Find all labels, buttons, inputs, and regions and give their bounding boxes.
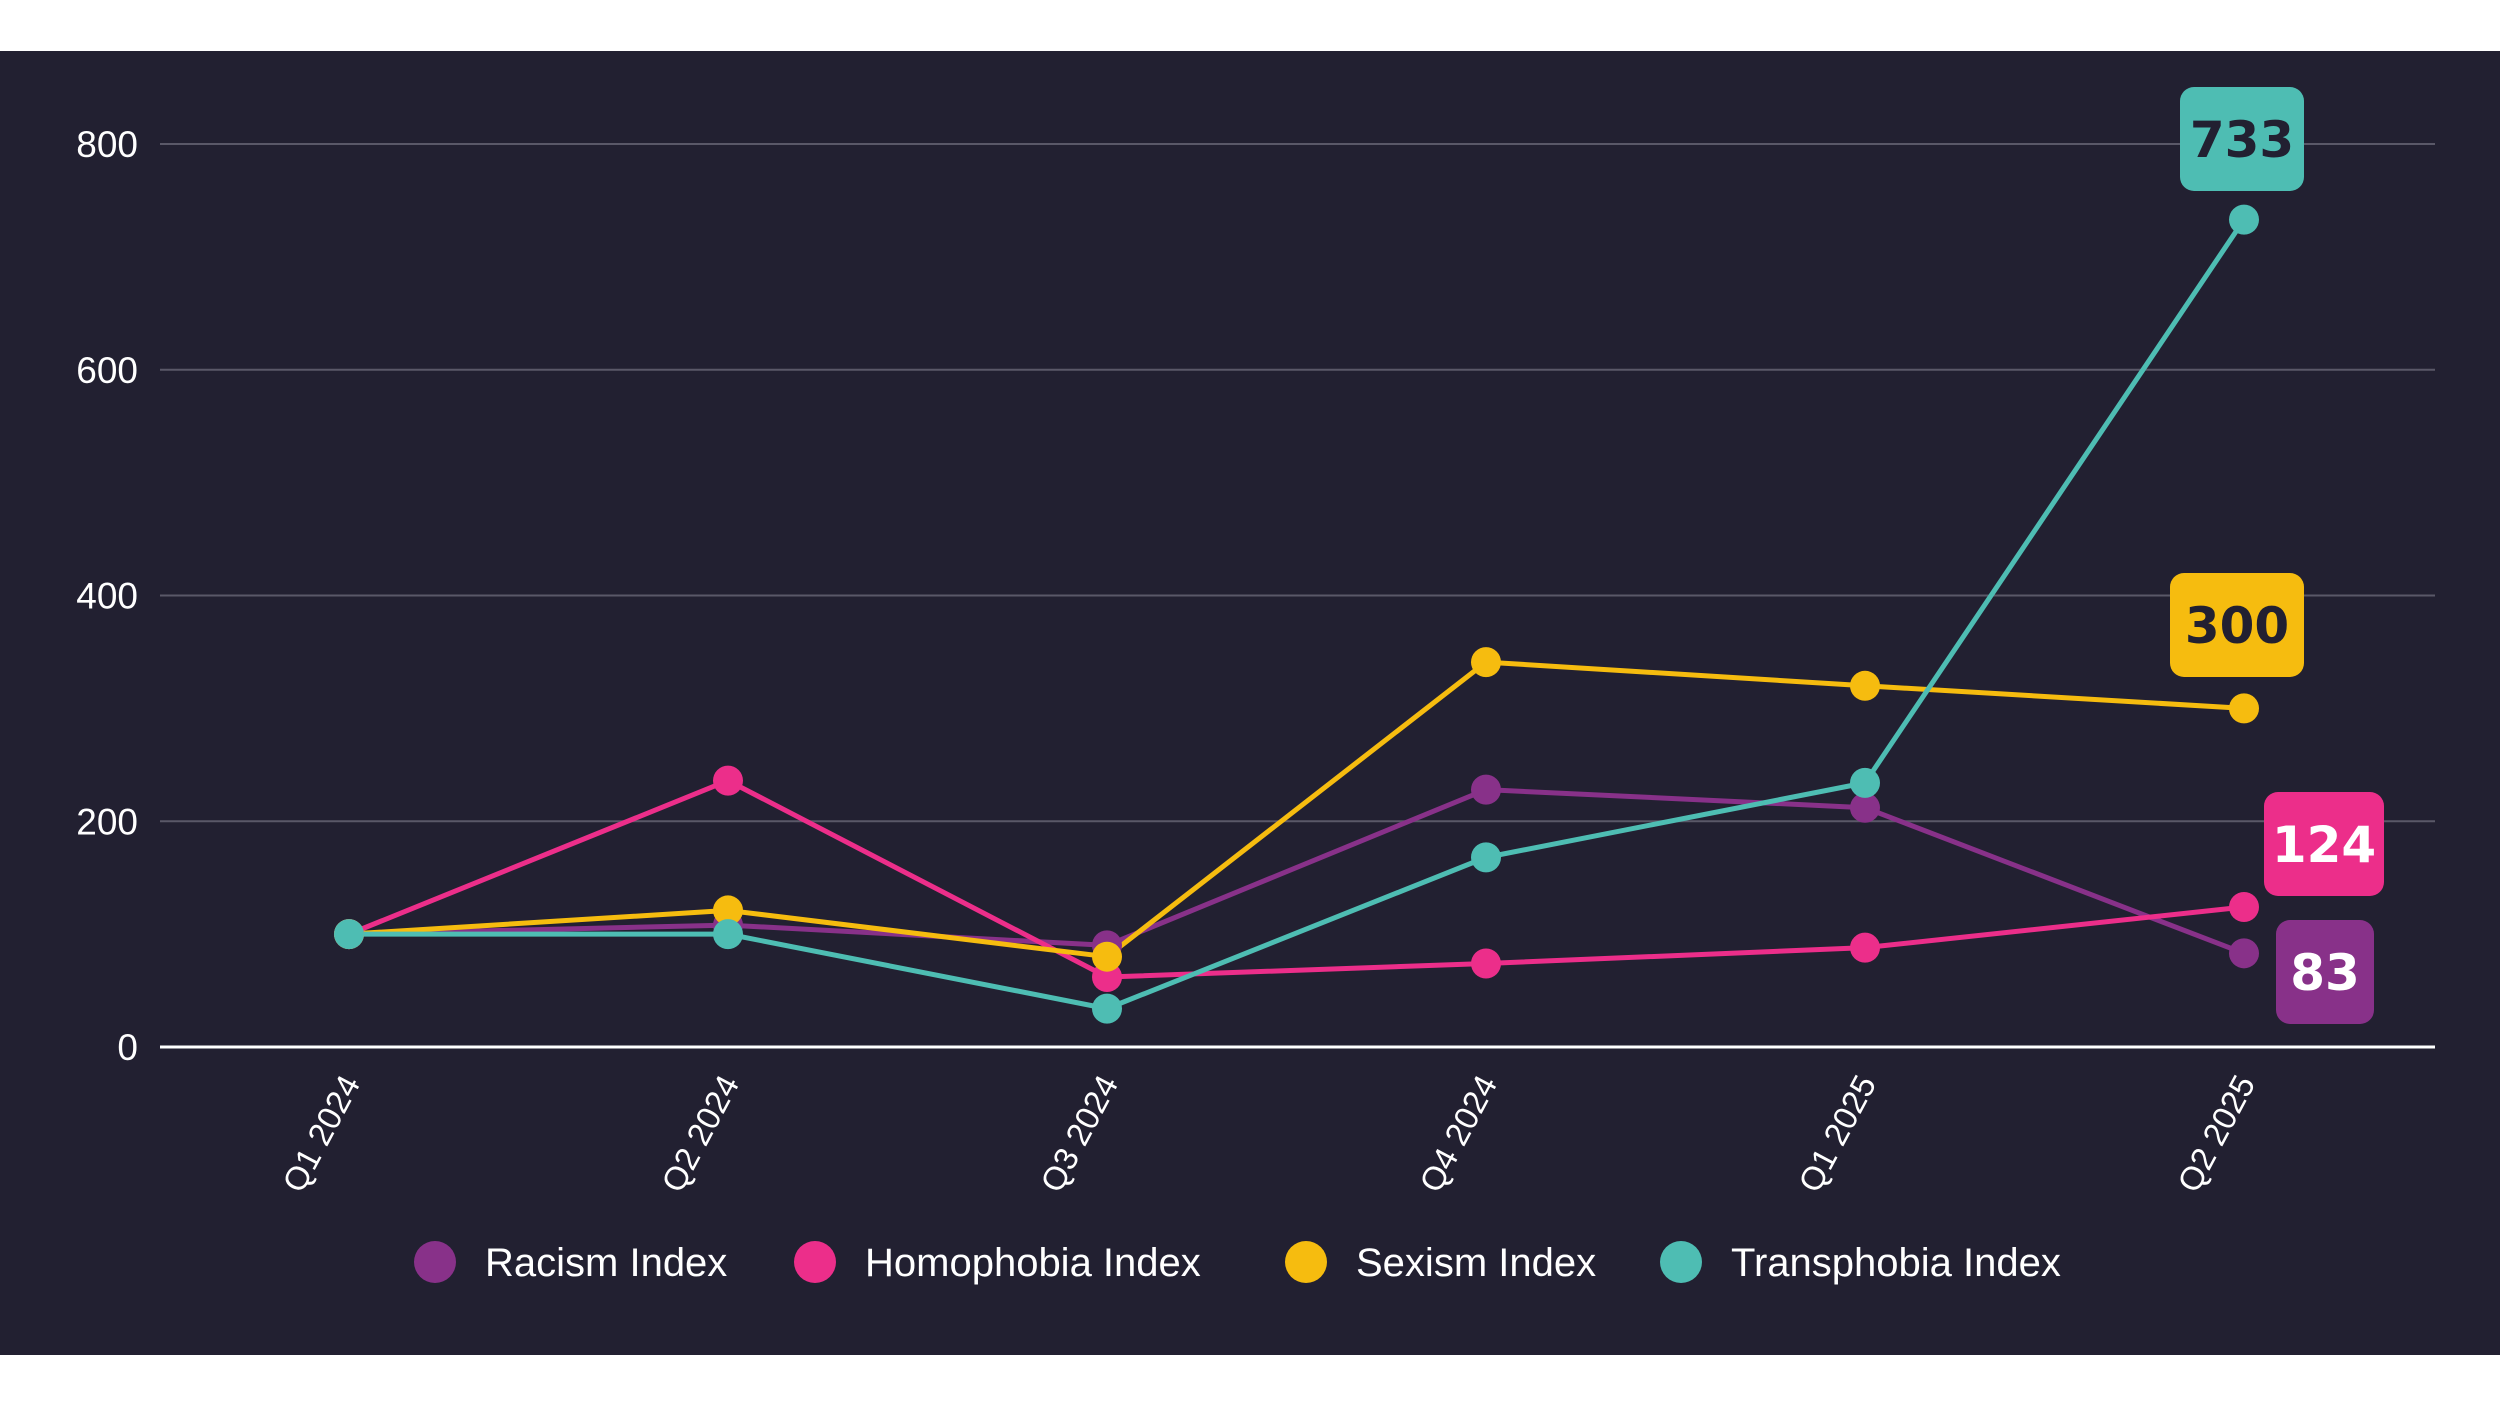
point-sexism-index: [1471, 647, 1501, 678]
series-line-homophobia-index: [346, 778, 2247, 980]
y-tick-label: 800: [76, 124, 138, 165]
point-sexism-index: [1092, 941, 1122, 972]
end-label-value-racism-index: 83: [2290, 944, 2360, 1002]
legend-label-sexism-index: Sexism Index: [1356, 1241, 1596, 1285]
end-label-badge-racism-index: [2276, 920, 2374, 1024]
y-tick-label: 200: [76, 801, 138, 842]
series-line-transphobia-index: [346, 217, 2247, 1012]
point-transphobia-index: [334, 919, 364, 950]
x-tick-label: Q1 2024: [275, 1069, 367, 1198]
y-axis-ticks: 0 200 400 600 800: [76, 124, 138, 1068]
point-racism-index: [1850, 792, 1880, 823]
y-tick-label: 400: [76, 576, 138, 617]
point-sexism-index: [1850, 670, 1880, 701]
legend-swatch-homophobia-index: [794, 1241, 836, 1283]
end-value-labels: 83 124 300 733: [2170, 87, 2384, 1024]
end-label-badge-transphobia-index: [2180, 87, 2304, 191]
point-transphobia-index: [1471, 842, 1501, 873]
series-line-racism-index: [346, 787, 2247, 956]
end-label-badge-sexism-index: [2170, 573, 2304, 677]
chart-panel: [0, 51, 2500, 1355]
x-tick-label: Q2 2024: [654, 1069, 746, 1198]
legend-swatch-racism-index: [414, 1241, 456, 1283]
legend-swatch-sexism-index: [1285, 1241, 1327, 1283]
grid-lines: [160, 143, 2435, 1049]
point-racism-index: [2229, 938, 2259, 969]
point-sexism-index: [713, 895, 743, 926]
legend: Racism Index Homophobia Index Sexism Index…: [414, 1241, 2061, 1285]
point-transphobia-index: [713, 919, 743, 950]
point-homophobia-index: [713, 765, 743, 796]
legend-label-transphobia-index: Transphobia Index: [1731, 1241, 2061, 1285]
x-axis-ticks: Q1 2024 Q2 2024 Q3 2024 Q4 2024 Q1 2025 Q2 20…: [275, 1069, 2262, 1198]
x-tick-label: Q2 2025: [2170, 1069, 2262, 1198]
legend-swatch-transphobia-index: [1660, 1241, 1702, 1283]
x-tick-label: Q3 2024: [1033, 1069, 1125, 1198]
point-racism-index: [1471, 774, 1501, 805]
point-homophobia-index: [2229, 892, 2259, 923]
point-sexism-index: [2229, 693, 2259, 724]
x-tick-label: Q4 2024: [1412, 1069, 1504, 1198]
point-transphobia-index: [1092, 993, 1122, 1024]
point-transphobia-index: [1850, 767, 1880, 798]
series-lines: [334, 204, 2259, 1024]
point-homophobia-index: [1471, 948, 1501, 979]
end-label-badge-homophobia-index: [2264, 792, 2384, 896]
legend-label-homophobia-index: Homophobia Index: [865, 1241, 1201, 1285]
end-label-value-transphobia-index: 733: [2190, 111, 2294, 169]
point-transphobia-index: [2229, 204, 2259, 235]
series-line-sexism-index: [346, 659, 2247, 960]
legend-label-racism-index: Racism Index: [485, 1241, 727, 1285]
end-label-value-homophobia-index: 124: [2272, 816, 2376, 874]
end-label-value-sexism-index: 300: [2185, 597, 2289, 655]
x-tick-label: Q1 2025: [1791, 1069, 1883, 1198]
point-homophobia-index: [1850, 932, 1880, 963]
y-tick-label: 0: [117, 1027, 138, 1068]
y-tick-label: 600: [76, 350, 138, 391]
